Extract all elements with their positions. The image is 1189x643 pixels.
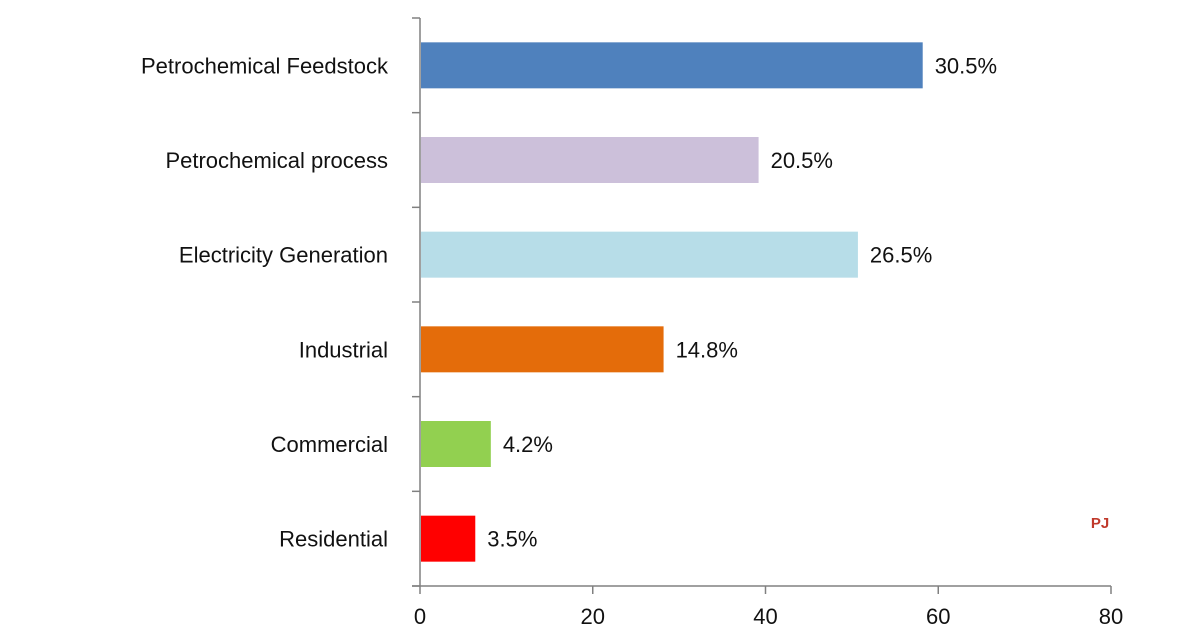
data-label: 20.5%: [771, 148, 833, 173]
bar-commercial: [421, 421, 491, 467]
labels-group: 0 20 40 60 80 Petrochemical Feedstock 30.5% Pet…: [141, 17, 1123, 629]
category-label: Petrochemical Feedstock: [141, 53, 389, 78]
axes-group: [412, 18, 1111, 587]
x-tick-label: 40: [753, 604, 777, 629]
bar-industrial: [421, 326, 664, 373]
category-label: Industrial: [299, 337, 388, 362]
unit-label: PJ: [1091, 515, 1109, 532]
data-label: 3.5%: [487, 527, 537, 552]
bar-electricity-generation: [421, 231, 858, 278]
x-tick-label: 20: [581, 604, 605, 629]
x-tick-label: 60: [926, 604, 950, 629]
bars-group: [421, 42, 923, 562]
bar-residential: [421, 515, 476, 562]
category-label: Residential: [279, 527, 388, 552]
category-label: Electricity Generation: [179, 243, 388, 268]
category-label: Petrochemical process: [165, 148, 388, 173]
category-label: Commercial: [271, 432, 388, 457]
data-label: 14.8%: [676, 337, 738, 362]
bar-petrochemical-feedstock: [421, 42, 923, 89]
data-label: 30.5%: [935, 53, 997, 78]
data-label: 4.2%: [503, 432, 553, 457]
bar-petrochemical-process: [421, 137, 759, 183]
x-tick-label: 80: [1099, 604, 1123, 629]
x-tick-label: 0: [414, 604, 426, 629]
data-label: 26.5%: [870, 243, 932, 268]
